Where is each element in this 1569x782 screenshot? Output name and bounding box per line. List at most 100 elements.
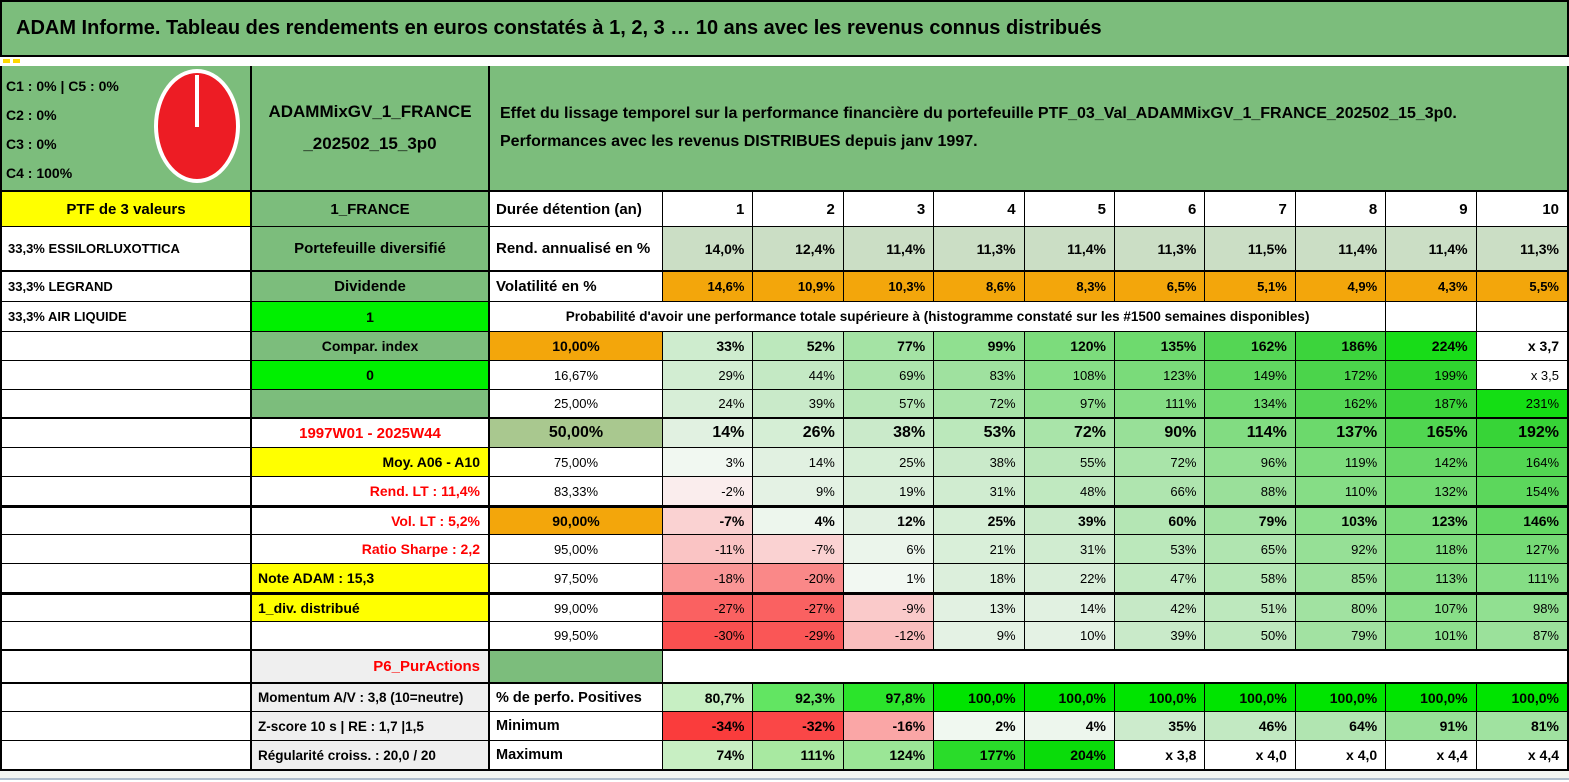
value-cell[interactable]: 44% bbox=[753, 361, 844, 389]
value-cell[interactable]: 92,3% bbox=[753, 684, 844, 711]
value-cell[interactable]: 65% bbox=[1205, 535, 1296, 563]
value-cell[interactable]: 3 bbox=[843, 192, 935, 226]
series-label-cell[interactable] bbox=[252, 622, 490, 649]
value-cell[interactable]: 47% bbox=[1115, 564, 1206, 592]
metric-label-cell[interactable]: 50,00% bbox=[490, 419, 663, 447]
value-cell[interactable]: 31% bbox=[1024, 535, 1115, 563]
value-cell[interactable]: 9% bbox=[753, 477, 844, 505]
value-cell[interactable]: 52% bbox=[753, 332, 844, 360]
value-cell[interactable]: 4,9% bbox=[1295, 272, 1387, 301]
row-label-cell[interactable]: 33,3% AIR LIQUIDE bbox=[2, 302, 252, 331]
row-label-cell[interactable] bbox=[2, 535, 252, 563]
value-cell[interactable]: 19% bbox=[843, 477, 935, 505]
description-cell[interactable]: Effet du lissage temporel sur la perform… bbox=[490, 66, 1567, 190]
row-label-cell[interactable] bbox=[2, 564, 252, 592]
metric-label-cell[interactable]: 75,00% bbox=[490, 448, 663, 476]
value-cell[interactable]: 11,4% bbox=[1024, 227, 1115, 270]
title-cell[interactable]: ADAM Informe. Tableau des rendements en … bbox=[0, 0, 1569, 57]
value-cell[interactable]: x 3,7 bbox=[1476, 332, 1567, 360]
value-cell[interactable]: 83% bbox=[934, 361, 1025, 389]
value-cell[interactable]: 18% bbox=[934, 564, 1025, 592]
value-cell[interactable]: 25% bbox=[843, 448, 935, 476]
metric-label-cell[interactable]: Volatilité en % bbox=[490, 272, 663, 301]
value-cell[interactable]: -34% bbox=[663, 712, 754, 740]
value-cell[interactable]: 134% bbox=[1205, 390, 1296, 417]
value-cell[interactable]: 162% bbox=[1205, 332, 1296, 360]
value-cell[interactable]: 92% bbox=[1295, 535, 1387, 563]
value-cell[interactable]: 69% bbox=[843, 361, 935, 389]
value-cell[interactable]: 110% bbox=[1295, 477, 1387, 505]
value-cell[interactable]: 2% bbox=[934, 712, 1025, 740]
value-cell[interactable]: 9 bbox=[1386, 192, 1477, 226]
value-cell[interactable]: 79% bbox=[1295, 622, 1387, 649]
value-cell[interactable]: 96% bbox=[1205, 448, 1296, 476]
value-cell[interactable]: -29% bbox=[753, 622, 844, 649]
metric-label-cell[interactable]: 16,67% bbox=[490, 361, 663, 389]
value-cell[interactable]: 119% bbox=[1295, 448, 1387, 476]
value-cell[interactable]: -20% bbox=[753, 564, 844, 592]
series-label-cell[interactable]: Régularité croiss. : 20,0 / 20 bbox=[252, 741, 490, 769]
value-cell[interactable]: 118% bbox=[1386, 535, 1477, 563]
value-cell[interactable]: -32% bbox=[753, 712, 844, 740]
value-cell[interactable]: 10,3% bbox=[843, 272, 935, 301]
value-cell[interactable]: 4,3% bbox=[1386, 272, 1477, 301]
value-cell[interactable]: x 4,0 bbox=[1295, 741, 1387, 769]
value-cell[interactable]: 14% bbox=[663, 419, 754, 447]
value-cell[interactable]: 146% bbox=[1476, 508, 1567, 534]
series-label-cell[interactable]: Note ADAM : 15,3 bbox=[252, 564, 490, 592]
value-cell[interactable]: 14,0% bbox=[663, 227, 754, 270]
value-cell[interactable]: 114% bbox=[1205, 419, 1296, 447]
row-label-cell[interactable] bbox=[2, 477, 252, 505]
value-cell[interactable]: 124% bbox=[843, 741, 935, 769]
value-cell[interactable]: x 4,4 bbox=[1476, 741, 1567, 769]
row-label-cell[interactable] bbox=[2, 684, 252, 711]
metric-label-cell[interactable]: % de perfo. Positives bbox=[490, 684, 663, 711]
value-cell[interactable]: 13% bbox=[934, 595, 1025, 621]
metric-label-cell[interactable]: 25,00% bbox=[490, 390, 663, 417]
metric-label-cell[interactable]: 83,33% bbox=[490, 477, 663, 505]
fund-name-cell[interactable]: ADAMMixGV_1_FRANCE_202502_15_3p0 bbox=[252, 66, 490, 190]
value-cell[interactable]: 10% bbox=[1024, 622, 1115, 649]
value-cell[interactable]: 64% bbox=[1295, 712, 1387, 740]
row-label-cell[interactable] bbox=[2, 332, 252, 360]
value-cell[interactable]: 21% bbox=[934, 535, 1025, 563]
value-cell[interactable]: -12% bbox=[843, 622, 935, 649]
value-cell[interactable]: 111% bbox=[1476, 564, 1567, 592]
value-cell[interactable]: 6 bbox=[1115, 192, 1206, 226]
value-cell[interactable]: 50% bbox=[1205, 622, 1296, 649]
value-cell[interactable]: -16% bbox=[843, 712, 935, 740]
value-cell[interactable]: 7 bbox=[1205, 192, 1296, 226]
value-cell[interactable]: 1% bbox=[843, 564, 935, 592]
metric-label-cell[interactable]: Rend. annualisé en % bbox=[490, 227, 663, 270]
value-cell[interactable]: -27% bbox=[663, 595, 754, 621]
value-cell[interactable]: 79% bbox=[1205, 508, 1296, 534]
row-label-cell[interactable] bbox=[2, 595, 252, 621]
series-label-cell[interactable]: Z-score 10 s | RE : 1,7 |1,5 bbox=[252, 712, 490, 740]
metric-label-cell[interactable]: 99,00% bbox=[490, 595, 663, 621]
series-label-cell[interactable]: 1_div. distribué bbox=[252, 595, 490, 621]
value-cell[interactable]: 90% bbox=[1115, 419, 1206, 447]
value-cell[interactable]: 11,4% bbox=[1386, 227, 1477, 270]
value-cell[interactable]: 39% bbox=[1115, 622, 1206, 649]
value-cell[interactable]: 1 bbox=[663, 192, 754, 226]
value-cell[interactable]: 72% bbox=[1024, 419, 1115, 447]
value-cell[interactable]: 164% bbox=[1476, 448, 1567, 476]
value-cell[interactable]: 74% bbox=[663, 741, 754, 769]
allocation-pie-chart[interactable] bbox=[154, 69, 240, 183]
value-cell[interactable]: 4% bbox=[1024, 712, 1115, 740]
empty-span-cell[interactable] bbox=[663, 651, 1567, 682]
value-cell[interactable]: -9% bbox=[843, 595, 935, 621]
value-cell[interactable]: 137% bbox=[1295, 419, 1387, 447]
series-label-cell[interactable]: Moy. A06 - A10 bbox=[252, 448, 490, 476]
series-label-cell[interactable] bbox=[252, 390, 490, 417]
value-cell[interactable]: 33% bbox=[663, 332, 754, 360]
value-cell[interactable]: 98% bbox=[1476, 595, 1567, 621]
value-cell[interactable]: 39% bbox=[1024, 508, 1115, 534]
series-label-cell[interactable]: 1997W01 - 2025W44 bbox=[252, 419, 490, 447]
value-cell[interactable]: x 3,5 bbox=[1476, 361, 1567, 389]
value-cell[interactable]: 8,3% bbox=[1024, 272, 1115, 301]
value-cell[interactable]: 22% bbox=[1024, 564, 1115, 592]
value-cell[interactable]: 127% bbox=[1476, 535, 1567, 563]
row-label-cell[interactable]: 33,3% ESSILORLUXOTTICA bbox=[2, 227, 252, 270]
value-cell[interactable]: 224% bbox=[1386, 332, 1477, 360]
